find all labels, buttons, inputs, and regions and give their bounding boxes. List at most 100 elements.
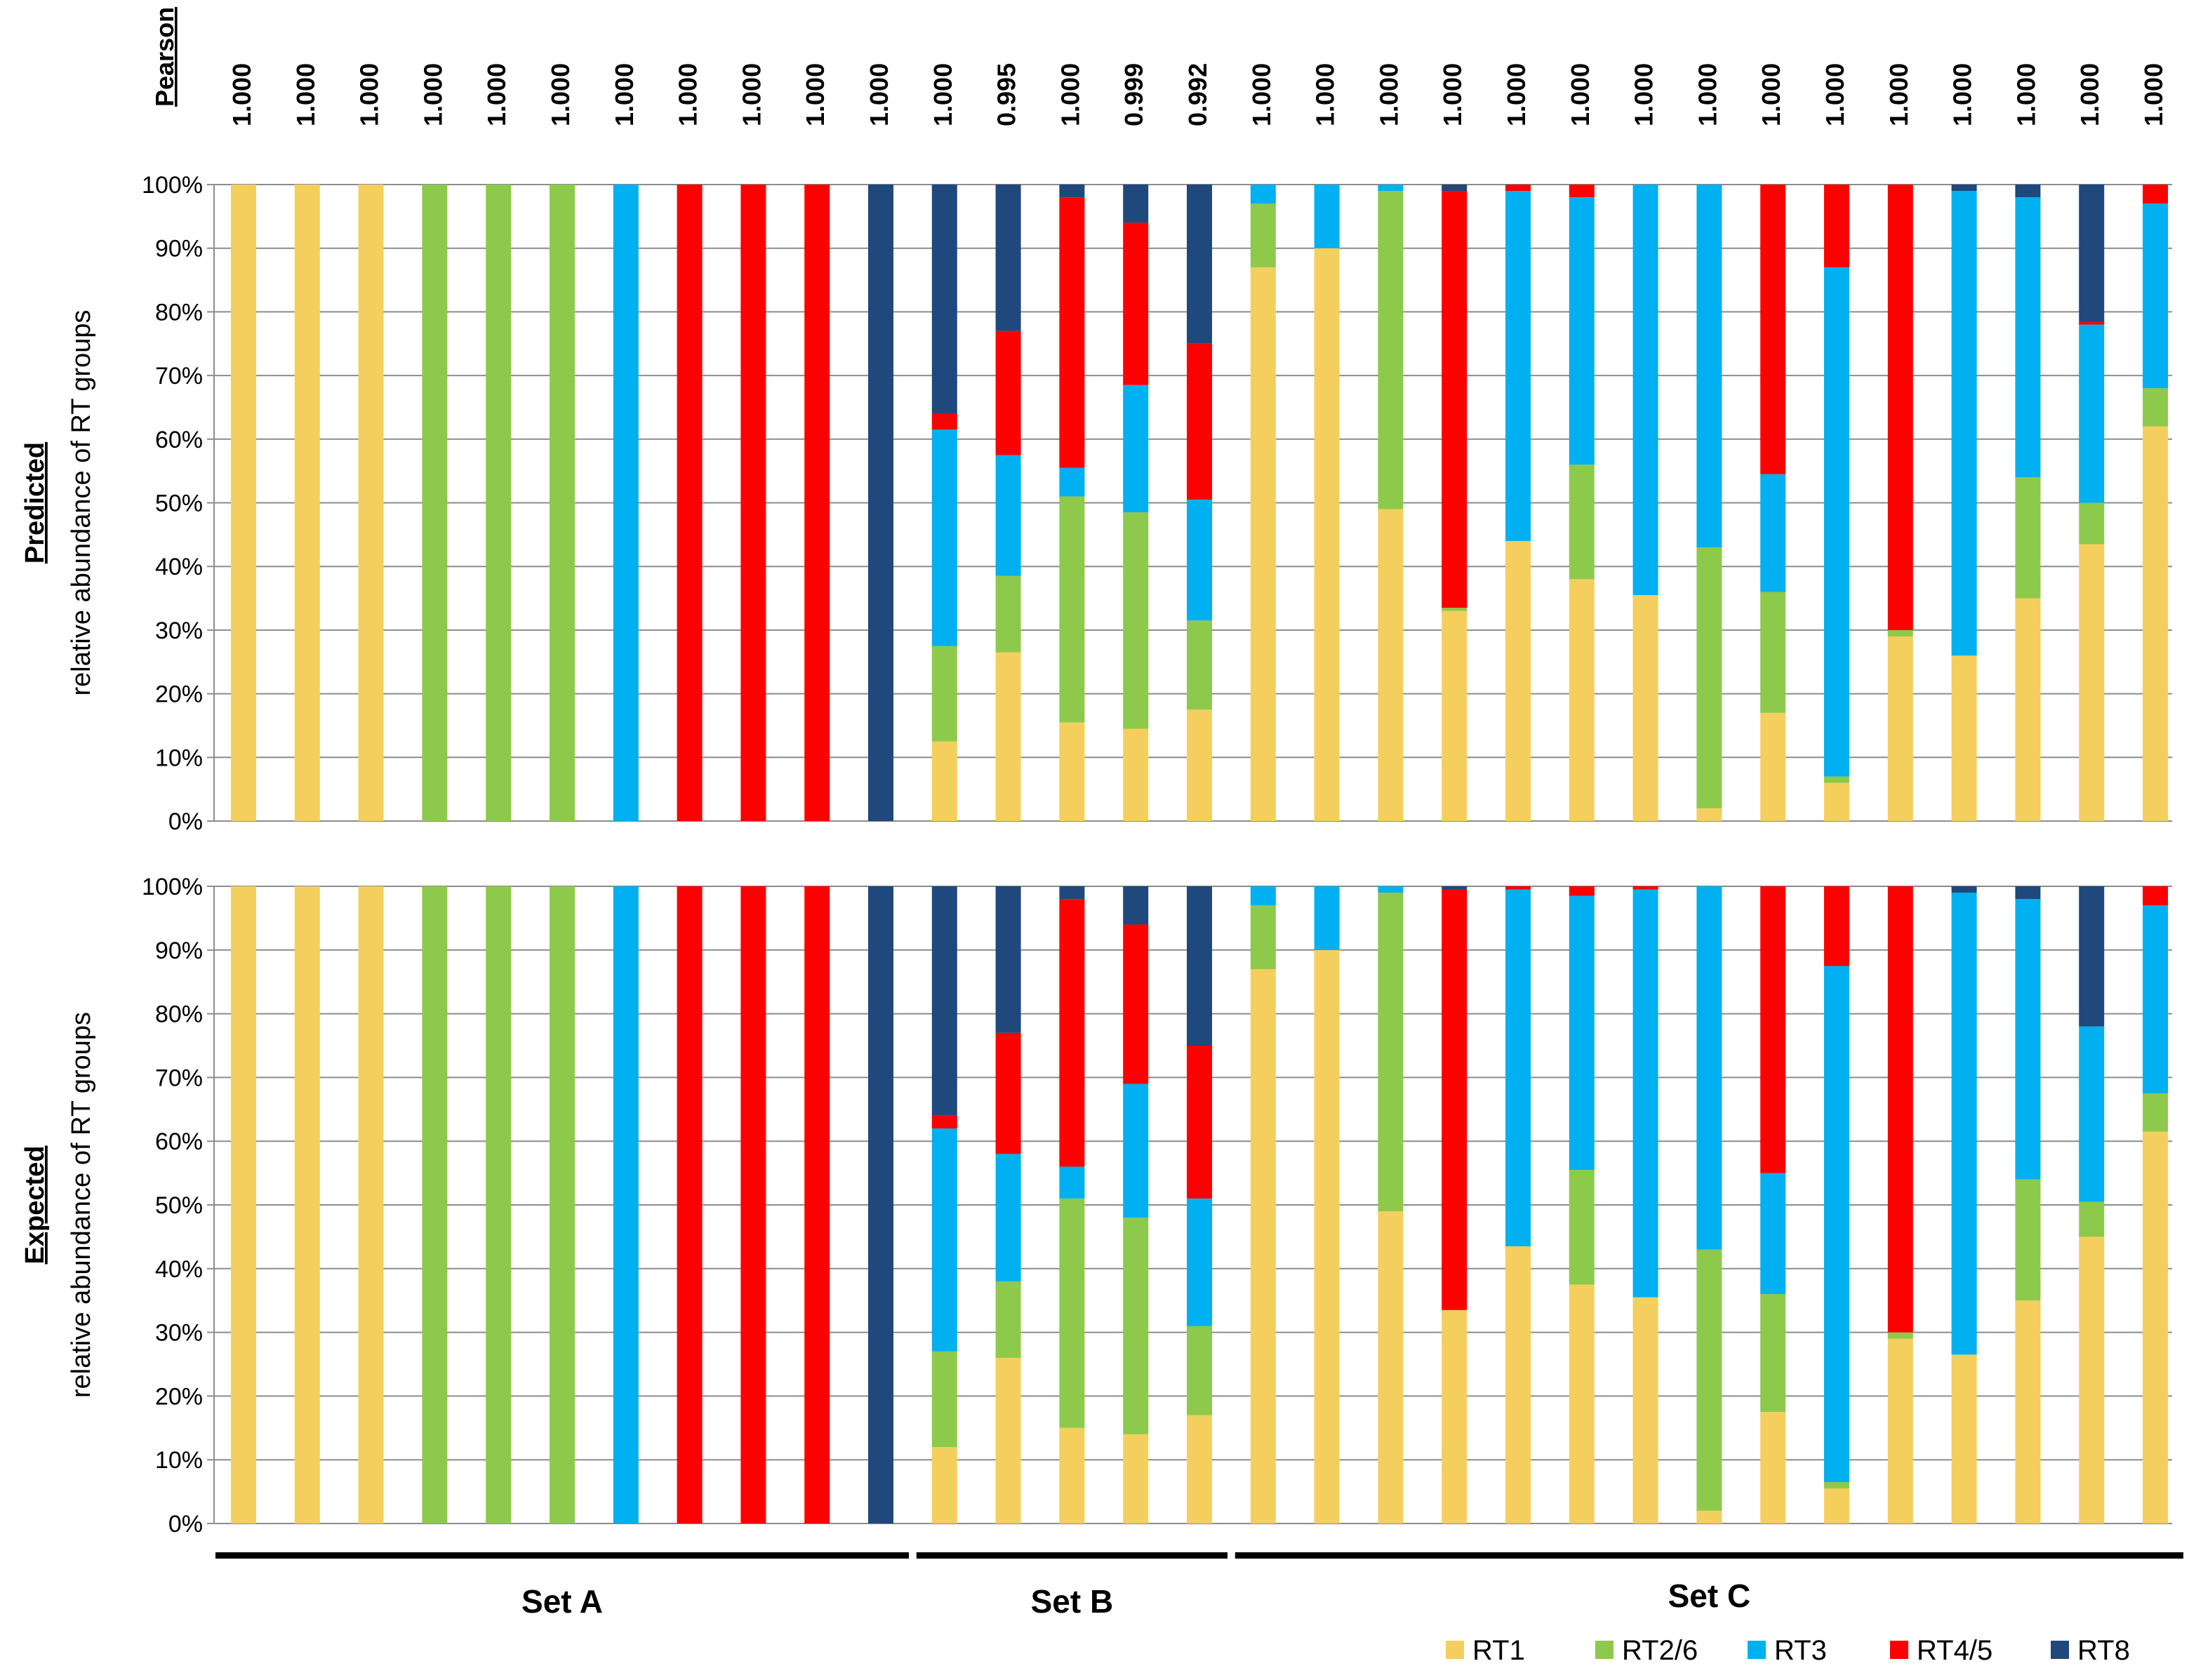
expected-panel: 0% 10% 20% 30% 40% 50% 60% 70% 80% 90% 100% Expecte… — [20, 874, 2172, 1538]
bar-segment-rt1 — [1123, 1434, 1149, 1524]
bar-segment-rt2-6 — [1123, 1218, 1149, 1434]
bar-segment-rt1 — [931, 741, 957, 821]
bar-segment-rt8 — [2079, 185, 2105, 322]
bar-segment-rt4-5 — [740, 185, 766, 821]
bar-segment-rt4-5 — [931, 413, 957, 430]
bar-segment-rt2-6 — [550, 185, 575, 821]
bar-segment-rt8 — [1059, 886, 1085, 900]
set-bracket-line — [215, 1552, 909, 1559]
bar-segment-rt3 — [1187, 1198, 1212, 1326]
bar-segment-rt2-6 — [1250, 905, 1276, 970]
bar-segment-rt1 — [1760, 712, 1786, 821]
bar-segment-rt3 — [1696, 185, 1722, 547]
bar-segment-rt2-6 — [1378, 893, 1404, 1212]
bar-segment-rt3 — [931, 1128, 957, 1352]
set-label: Set A — [521, 1583, 603, 1620]
bar-segment-rt1 — [294, 886, 320, 1524]
bar-segment-rt4-5 — [931, 1115, 957, 1129]
bar-segment-rt1 — [1569, 1284, 1595, 1524]
bar-segment-rt4-5 — [804, 185, 830, 821]
bar-segment-rt1 — [2015, 1300, 2041, 1524]
bar-segment-rt3 — [1760, 1173, 1786, 1295]
bar-segment-rt2-6 — [486, 886, 512, 1524]
bar-segment-rt3 — [1632, 889, 1658, 1298]
pearson-value: 1.000 — [418, 63, 447, 126]
bar-segment-rt1 — [231, 886, 256, 1524]
bar-segment-rt1 — [1696, 808, 1722, 821]
bar-segment-rt2-6 — [995, 575, 1021, 653]
bar-segment-rt3 — [1314, 185, 1340, 248]
bar-segment-rt4-5 — [995, 1032, 1021, 1154]
bar-segment-rt4-5 — [1569, 886, 1595, 896]
bar-segment-rt2-6 — [1569, 1170, 1595, 1285]
bar-segment-rt2-6 — [1696, 1249, 1722, 1511]
y-axis-label-emphasis: Expected — [20, 1146, 50, 1265]
bar-segment-rt1 — [1059, 722, 1085, 821]
bar-segment-rt2-6 — [1887, 629, 1913, 636]
y-tick-label: 70% — [155, 363, 203, 389]
y-tick-label: 20% — [155, 1383, 203, 1410]
bar-segment-rt1 — [1824, 1488, 1849, 1524]
y-tick-label: 60% — [155, 1128, 203, 1155]
bar-segment-rt8 — [1187, 886, 1212, 1046]
bar-segment-rt3 — [995, 455, 1021, 576]
bar-segment-rt3 — [2143, 905, 2168, 1094]
bar-segment-rt3 — [613, 185, 639, 821]
bar-segment-rt4-5 — [1123, 222, 1149, 385]
bar-segment-rt4-5 — [1887, 886, 1913, 1333]
bar-segment-rt8 — [931, 185, 957, 414]
bar-segment-rt3 — [1123, 1084, 1149, 1218]
bar-segment-rt4-5 — [1123, 924, 1149, 1084]
set-bracket-line — [916, 1552, 1227, 1559]
bar-segment-rt1 — [2079, 544, 2105, 821]
y-tick-label: 50% — [155, 491, 203, 517]
bar-segment-rt1 — [1505, 1246, 1531, 1524]
pearson-value: 1.000 — [1438, 63, 1467, 126]
pearson-value: 0.992 — [1183, 63, 1212, 126]
bar-segment-rt4-5 — [995, 331, 1021, 455]
y-tick-label: 10% — [155, 1447, 203, 1474]
bar-segment-rt1 — [1505, 540, 1531, 821]
bar-segment-rt1 — [931, 1447, 957, 1524]
bar-segment-rt3 — [1569, 895, 1595, 1171]
bar-segment-rt3 — [1632, 185, 1658, 596]
y-axis-label: relative abundance of RT groups — [67, 1012, 96, 1398]
bar-segment-rt1 — [1569, 579, 1595, 821]
bar-segment-rt2-6 — [2079, 1201, 2105, 1237]
legend-label: RT3 — [1774, 1635, 1827, 1666]
bar-segment-rt2-6 — [1059, 496, 1085, 723]
bar-segment-rt8 — [1187, 185, 1212, 344]
y-tick-label: 30% — [155, 618, 203, 644]
bar-segment-rt1 — [1059, 1427, 1085, 1524]
pearson-value: 1.000 — [674, 63, 703, 126]
bar-segment-rt3 — [613, 886, 639, 1524]
bar-segment-rt8 — [1951, 185, 1977, 192]
legend-label: RT4/5 — [1917, 1635, 1992, 1666]
pearson-value: 1.000 — [865, 63, 893, 126]
bar-segment-rt4-5 — [1442, 889, 1468, 1310]
bar-segment-rt1 — [1951, 655, 1977, 821]
bar-segment-rt8 — [1442, 185, 1468, 192]
bar-segment-rt1 — [995, 1357, 1021, 1524]
legend-swatch-rt1 — [1446, 1641, 1464, 1659]
pearson-value: 1.000 — [482, 63, 511, 126]
bar-segment-rt2-6 — [2143, 388, 2168, 427]
bar-segment-rt4-5 — [1442, 191, 1468, 608]
y-tick-label: 50% — [155, 1192, 203, 1219]
bar-segment-rt4-5 — [1760, 886, 1786, 1173]
bar-segment-rt2-6 — [2015, 1179, 2041, 1301]
bar-segment-rt4-5 — [1824, 886, 1849, 966]
bar-segment-rt3 — [1123, 385, 1149, 513]
bar-segment-rt1 — [1187, 709, 1212, 821]
y-tick-label: 40% — [155, 1256, 203, 1283]
y-tick-label: 80% — [155, 299, 203, 326]
bar-segment-rt3 — [1250, 886, 1276, 906]
pearson-value: 1.000 — [1056, 63, 1084, 126]
bar-segment-rt1 — [1123, 728, 1149, 821]
bar-segment-rt1 — [2143, 1131, 2168, 1524]
bar-segment-rt8 — [868, 185, 893, 821]
y-axis-label-emphasis: Predicted — [20, 442, 50, 564]
bar-segment-rt8 — [1442, 886, 1468, 890]
pearson-value: 1.000 — [355, 63, 384, 126]
